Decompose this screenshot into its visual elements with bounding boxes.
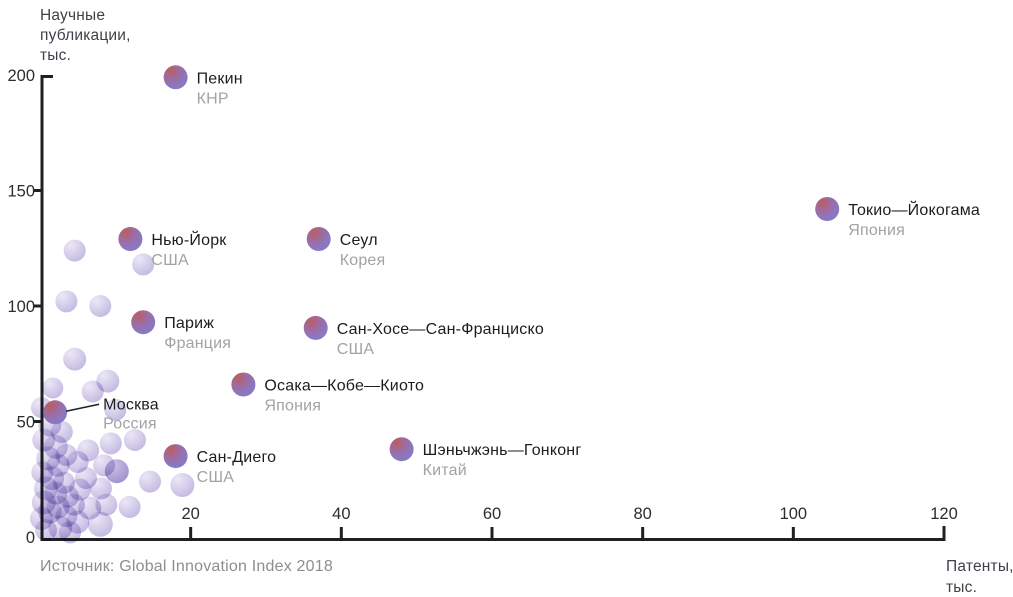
city-bubble (163, 65, 188, 90)
city-label: Нью-Йорк (151, 230, 227, 249)
city-bubble (306, 227, 331, 251)
x-axis-title: Патенты, тыс. (946, 556, 1013, 597)
city-bubble (131, 310, 156, 335)
bubble (55, 290, 78, 313)
city-bubble (163, 444, 188, 469)
labeled-bubbles (43, 65, 840, 469)
x-axis-title-line: тыс. (946, 579, 978, 596)
x-axis-title-line: Патенты, (946, 558, 1013, 575)
city-label: Москва (103, 396, 159, 413)
bubble (89, 295, 112, 317)
country-label: США (151, 252, 189, 269)
country-label: КНР (197, 90, 229, 107)
x-tick-label: 40 (332, 505, 350, 523)
bubble (104, 398, 127, 421)
bubble (81, 380, 104, 403)
bubble (132, 253, 155, 276)
city-label: Сан-Диего (197, 449, 277, 466)
y-axis-title: Научные публикации, тыс. (40, 6, 131, 66)
x-tick-label: 120 (930, 505, 958, 523)
bubble (59, 521, 82, 544)
tick-labels: 0 50 100 150 200 20 40 60 80 100 120 (7, 67, 957, 547)
city-label: Сеул (340, 232, 378, 249)
city-bubble (815, 197, 840, 221)
city-bubble (43, 400, 68, 425)
bubble (139, 470, 161, 493)
bubble (75, 467, 97, 490)
bubble (63, 347, 87, 371)
x-tick-label: 20 (181, 505, 199, 523)
bubble (63, 239, 86, 262)
country-label: США (337, 341, 375, 358)
bubble (123, 429, 146, 451)
bubble (77, 439, 100, 462)
y-tick-label: 150 (7, 183, 35, 201)
city-label: Шэньчжэнь—Гонконг (423, 442, 582, 459)
bubble (42, 377, 64, 399)
city-bubble (118, 227, 143, 251)
bubble (104, 459, 129, 484)
city-label: Пекин (197, 70, 243, 87)
y-axis-title-line: публикации, (40, 27, 131, 44)
y-tick-label: 50 (17, 414, 35, 432)
country-label: Франция (164, 335, 231, 352)
city-label: Токио—Йокогама (848, 200, 980, 219)
city-label: Осака—Кобе—Киото (264, 378, 424, 395)
bubble (99, 432, 122, 455)
city-bubble (303, 315, 328, 340)
y-tick-label: 100 (7, 298, 35, 316)
point-labels: Пекин КНР Токио—Йокогама Япония Нью-Йорк США С… (65, 70, 980, 486)
city-label: Сан-Хосе—Сан-Франциско (337, 321, 544, 338)
y-axis-title-line: тыс. (40, 47, 72, 64)
city-bubble (389, 437, 414, 462)
bubble (35, 519, 57, 542)
city-bubble (231, 372, 256, 397)
callout-line (65, 403, 100, 413)
y-tick-label: 0 (26, 529, 35, 547)
x-tick-label: 80 (633, 505, 651, 523)
country-label: США (197, 469, 235, 486)
country-label: Россия (103, 415, 157, 432)
y-axis-title-line: Научные (40, 7, 106, 24)
x-tick-label: 60 (483, 505, 501, 523)
y-tick-label: 200 (7, 67, 35, 85)
bubble (118, 496, 141, 518)
country-label: Корея (340, 252, 386, 269)
unlabeled-bubbles (30, 239, 195, 544)
country-label: Китай (423, 462, 467, 479)
country-label: Япония (848, 222, 905, 239)
axes (33, 75, 946, 541)
country-label: Япония (264, 398, 321, 415)
source-caption: Источник: Global Innovation Index 2018 (40, 558, 333, 575)
x-tick-label: 100 (780, 505, 808, 523)
bubble (170, 473, 195, 497)
city-label: Париж (164, 315, 214, 332)
